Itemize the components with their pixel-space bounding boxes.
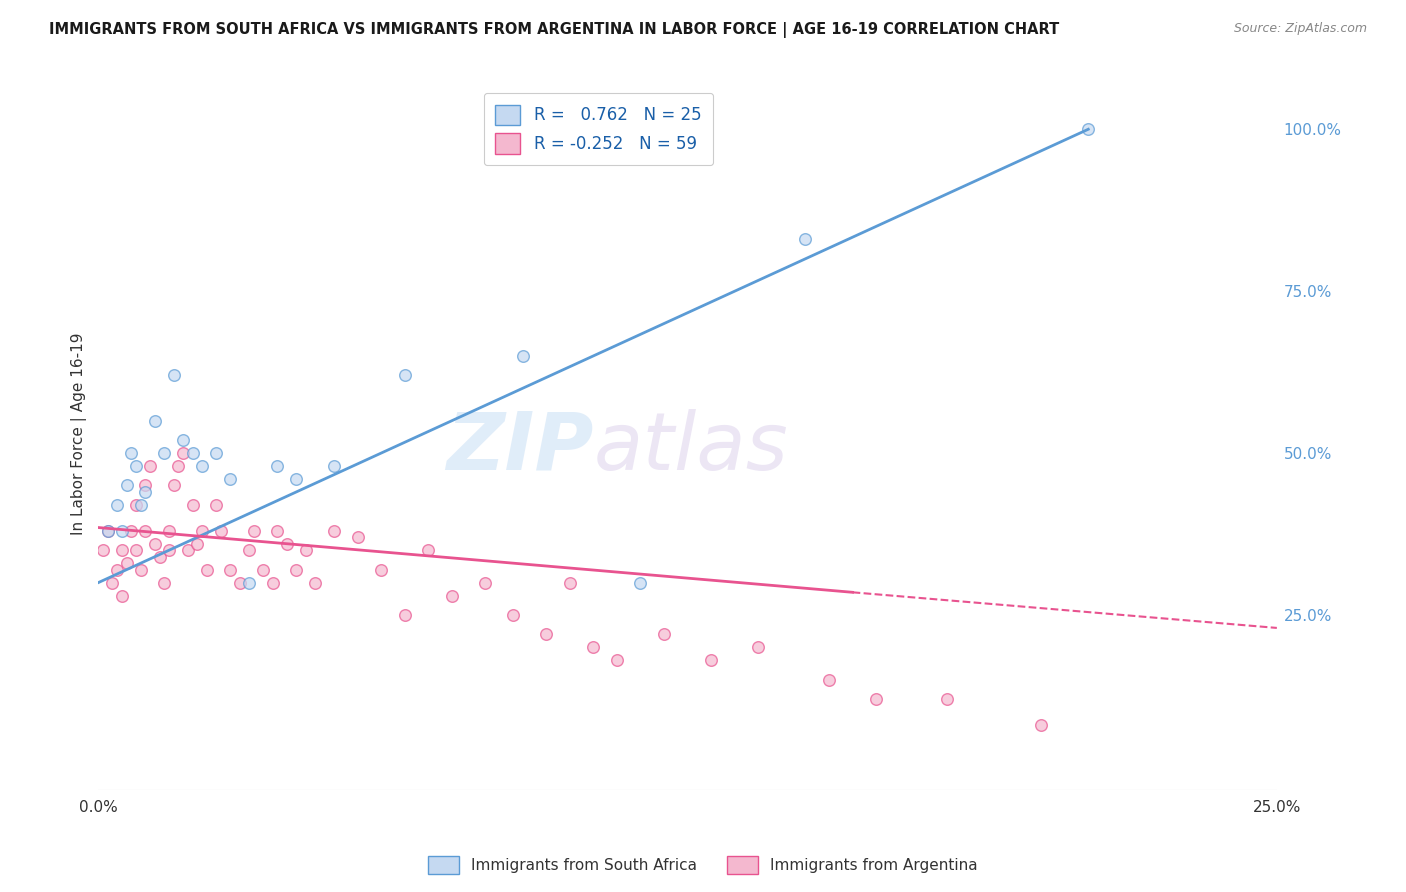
- Point: [229, 575, 252, 590]
- Point: [91, 543, 114, 558]
- Point: [558, 575, 581, 590]
- Point: [111, 543, 134, 558]
- Point: [181, 446, 204, 460]
- Point: [134, 478, 156, 492]
- Point: [238, 575, 260, 590]
- Point: [285, 563, 308, 577]
- Point: [125, 498, 148, 512]
- Point: [205, 446, 228, 460]
- Point: [794, 232, 817, 246]
- Point: [243, 524, 266, 538]
- Point: [191, 458, 214, 473]
- Point: [143, 537, 166, 551]
- Point: [186, 537, 208, 551]
- Point: [276, 537, 298, 551]
- Point: [111, 589, 134, 603]
- Point: [115, 478, 138, 492]
- Point: [606, 653, 628, 667]
- Point: [652, 627, 675, 641]
- Point: [129, 563, 152, 577]
- Point: [209, 524, 232, 538]
- Point: [266, 524, 288, 538]
- Point: [134, 484, 156, 499]
- Point: [111, 524, 134, 538]
- Legend: R =   0.762   N = 25, R = -0.252   N = 59: R = 0.762 N = 25, R = -0.252 N = 59: [484, 93, 713, 165]
- Point: [219, 563, 242, 577]
- Point: [115, 556, 138, 570]
- Point: [630, 575, 652, 590]
- Y-axis label: In Labor Force | Age 16-19: In Labor Force | Age 16-19: [72, 333, 87, 535]
- Point: [97, 524, 120, 538]
- Point: [153, 575, 176, 590]
- Point: [474, 575, 496, 590]
- Point: [157, 543, 180, 558]
- Point: [502, 607, 524, 622]
- Point: [818, 673, 841, 687]
- Point: [935, 692, 957, 706]
- Point: [163, 368, 186, 383]
- Point: [346, 530, 368, 544]
- Point: [172, 446, 194, 460]
- Point: [294, 543, 316, 558]
- Point: [1031, 718, 1053, 732]
- Point: [97, 524, 120, 538]
- Point: [143, 414, 166, 428]
- Text: Source: ZipAtlas.com: Source: ZipAtlas.com: [1233, 22, 1367, 36]
- Point: [101, 575, 124, 590]
- Point: [139, 458, 162, 473]
- Point: [323, 524, 346, 538]
- Point: [120, 446, 142, 460]
- Point: [865, 692, 887, 706]
- Point: [177, 543, 200, 558]
- Point: [153, 446, 176, 460]
- Point: [262, 575, 284, 590]
- Point: [219, 472, 242, 486]
- Point: [582, 640, 605, 655]
- Point: [172, 433, 194, 447]
- Point: [238, 543, 260, 558]
- Point: [285, 472, 308, 486]
- Point: [125, 458, 148, 473]
- Point: [512, 349, 534, 363]
- Point: [370, 563, 392, 577]
- Point: [1077, 122, 1099, 136]
- Point: [304, 575, 326, 590]
- Point: [747, 640, 769, 655]
- Point: [323, 458, 346, 473]
- Point: [163, 478, 186, 492]
- Point: [120, 524, 142, 538]
- Text: atlas: atlas: [593, 409, 789, 487]
- Point: [534, 627, 557, 641]
- Point: [252, 563, 274, 577]
- Point: [129, 498, 152, 512]
- Point: [191, 524, 214, 538]
- Point: [418, 543, 440, 558]
- Point: [125, 543, 148, 558]
- Point: [394, 368, 416, 383]
- Text: ZIP: ZIP: [446, 409, 593, 487]
- Point: [134, 524, 156, 538]
- Point: [167, 458, 190, 473]
- Point: [195, 563, 218, 577]
- Point: [394, 607, 416, 622]
- Point: [105, 498, 128, 512]
- Legend: Immigrants from South Africa, Immigrants from Argentina: Immigrants from South Africa, Immigrants…: [422, 850, 984, 880]
- Point: [157, 524, 180, 538]
- Text: IMMIGRANTS FROM SOUTH AFRICA VS IMMIGRANTS FROM ARGENTINA IN LABOR FORCE | AGE 1: IMMIGRANTS FROM SOUTH AFRICA VS IMMIGRAN…: [49, 22, 1060, 38]
- Point: [105, 563, 128, 577]
- Point: [700, 653, 723, 667]
- Point: [181, 498, 204, 512]
- Point: [440, 589, 463, 603]
- Point: [149, 549, 172, 564]
- Point: [266, 458, 288, 473]
- Point: [205, 498, 228, 512]
